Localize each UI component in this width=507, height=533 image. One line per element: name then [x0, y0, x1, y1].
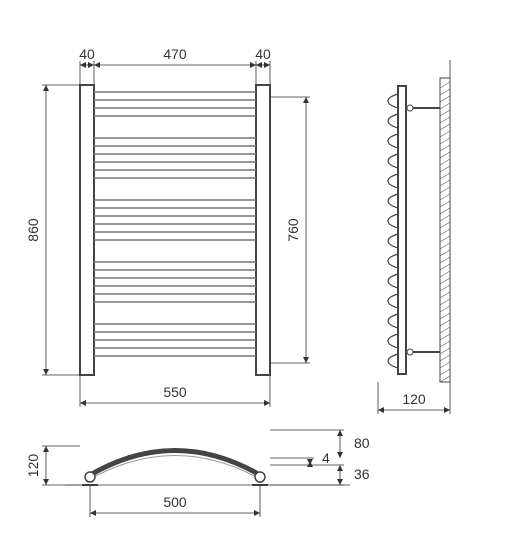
dim-40-right: 40	[255, 46, 271, 62]
dim-80: 80	[354, 435, 370, 451]
dim-470: 470	[163, 46, 187, 62]
dim-760: 760	[285, 218, 301, 242]
dim-550: 550	[163, 384, 187, 400]
front-view	[80, 85, 270, 375]
dim-120-side: 120	[402, 391, 426, 407]
dim-36: 36	[354, 466, 370, 482]
side-view	[388, 78, 450, 382]
top-view	[65, 451, 350, 486]
dim-860: 860	[25, 218, 41, 242]
dim-120-top: 120	[25, 454, 41, 478]
dim-4: 4	[322, 450, 330, 466]
dim-500: 500	[163, 494, 187, 510]
dim-40-left: 40	[79, 46, 95, 62]
